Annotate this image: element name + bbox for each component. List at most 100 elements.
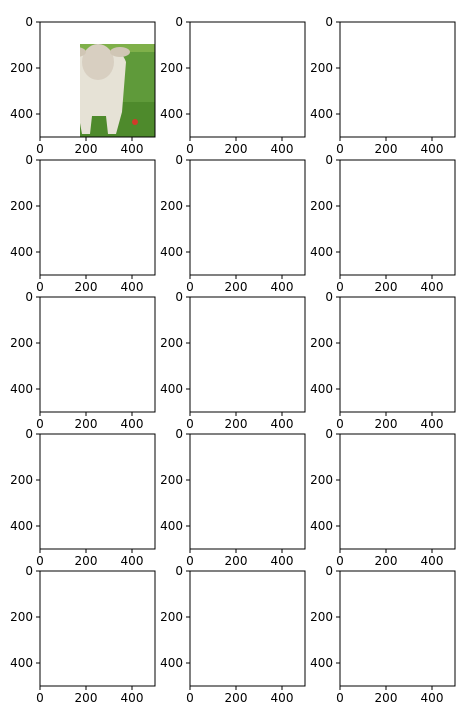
y-tick-label: 0	[25, 153, 33, 167]
y-tick-label: 200	[160, 61, 183, 75]
mask-predicted: 0 200 400 0 200 400	[310, 153, 456, 294]
photo-person-red-hat: 0 200 400 0 200 400	[10, 290, 156, 431]
y-tick-label: 200	[10, 473, 33, 487]
x-tick-label: 400	[271, 417, 294, 431]
x-tick-label: 200	[375, 691, 398, 705]
x-tick-label: 400	[421, 554, 444, 568]
mask-predicted: 0 200 400 0 200 400	[310, 15, 456, 156]
y-tick-label: 200	[10, 61, 33, 75]
x-tick-label: 400	[121, 280, 144, 294]
y-tick-label: 200	[310, 199, 333, 213]
x-tick-label: 200	[225, 554, 248, 568]
x-tick-label: 0	[186, 280, 194, 294]
x-tick-label: 0	[336, 691, 344, 705]
y-tick-label: 400	[10, 245, 33, 259]
x-tick-label: 400	[421, 691, 444, 705]
x-tick-label: 0	[186, 691, 194, 705]
x-tick-label: 0	[186, 554, 194, 568]
x-tick-label: 0	[336, 554, 344, 568]
y-tick-label: 200	[160, 336, 183, 350]
y-tick-label: 200	[160, 610, 183, 624]
y-tick-label: 200	[10, 199, 33, 213]
x-tick-label: 400	[271, 691, 294, 705]
mask-ground-truth: 0 200 400 0 200 400	[160, 427, 306, 568]
y-tick-label: 0	[325, 427, 333, 441]
mask-ground-truth: 0 200 400 0 200 400	[160, 153, 306, 294]
y-tick-label: 400	[160, 245, 183, 259]
x-tick-label: 400	[421, 417, 444, 431]
photo-sea-rocks: 0 200 400 0 200 400	[10, 427, 156, 568]
x-tick-label: 0	[186, 417, 194, 431]
y-tick-label: 0	[175, 153, 183, 167]
y-tick-label: 0	[25, 15, 33, 29]
y-tick-label: 200	[10, 610, 33, 624]
y-tick-label: 200	[160, 473, 183, 487]
y-tick-label: 400	[310, 382, 333, 396]
x-tick-label: 200	[225, 280, 248, 294]
photo-hiker-snow: 0 200 400 0 200 400	[10, 153, 156, 294]
x-tick-label: 200	[375, 417, 398, 431]
y-tick-label: 0	[175, 15, 183, 29]
x-tick-label: 200	[225, 417, 248, 431]
y-tick-label: 0	[175, 290, 183, 304]
y-tick-label: 200	[160, 199, 183, 213]
x-tick-label: 400	[421, 280, 444, 294]
mask-ground-truth: 0 200 400 0 200 400	[160, 290, 306, 431]
y-tick-label: 200	[10, 336, 33, 350]
x-tick-label: 400	[421, 142, 444, 156]
y-tick-label: 0	[175, 427, 183, 441]
y-tick-label: 200	[310, 336, 333, 350]
y-tick-label: 400	[160, 382, 183, 396]
mask-ground-truth: 0 200 400 0 200 400	[160, 564, 306, 705]
y-tick-label: 0	[325, 290, 333, 304]
y-tick-label: 400	[160, 107, 183, 121]
y-tick-label: 400	[310, 245, 333, 259]
y-tick-label: 400	[160, 656, 183, 670]
x-tick-label: 200	[375, 554, 398, 568]
x-tick-label: 400	[271, 142, 294, 156]
x-tick-label: 200	[75, 142, 98, 156]
y-tick-label: 0	[325, 15, 333, 29]
mask-predicted: 0 200 400 0 200 400	[310, 564, 456, 705]
x-tick-label: 200	[75, 691, 98, 705]
x-tick-label: 400	[121, 417, 144, 431]
mask-predicted: 0 200 400 0 200 400	[310, 290, 456, 431]
y-tick-label: 0	[325, 564, 333, 578]
x-tick-label: 200	[75, 554, 98, 568]
y-tick-label: 400	[310, 519, 333, 533]
y-tick-label: 200	[310, 473, 333, 487]
x-tick-label: 0	[36, 280, 44, 294]
x-tick-label: 200	[75, 280, 98, 294]
x-tick-label: 400	[121, 554, 144, 568]
x-tick-label: 0	[36, 691, 44, 705]
y-tick-label: 400	[10, 107, 33, 121]
x-tick-label: 200	[375, 142, 398, 156]
x-tick-label: 400	[271, 280, 294, 294]
x-tick-label: 400	[121, 142, 144, 156]
x-tick-label: 400	[271, 554, 294, 568]
photo-horse-rider: 0 200 400 0 200 400	[10, 564, 156, 705]
x-tick-label: 0	[186, 142, 194, 156]
x-tick-label: 200	[225, 142, 248, 156]
photo-sheep: 0 200 400 0 200 400	[10, 15, 156, 156]
x-tick-label: 200	[375, 280, 398, 294]
y-tick-label: 0	[175, 564, 183, 578]
y-tick-label: 0	[25, 427, 33, 441]
y-tick-label: 400	[310, 656, 333, 670]
y-tick-label: 200	[310, 61, 333, 75]
x-tick-label: 0	[36, 142, 44, 156]
x-tick-label: 200	[75, 417, 98, 431]
y-tick-label: 400	[160, 519, 183, 533]
x-tick-label: 0	[36, 417, 44, 431]
mask-ground-truth: 0 200 400 0 200 400	[160, 15, 306, 156]
y-tick-label: 200	[310, 610, 333, 624]
y-tick-label: 0	[25, 564, 33, 578]
y-tick-label: 400	[10, 656, 33, 670]
x-tick-label: 0	[336, 417, 344, 431]
x-tick-label: 0	[336, 142, 344, 156]
x-tick-label: 0	[36, 554, 44, 568]
y-tick-label: 400	[10, 519, 33, 533]
y-tick-label: 0	[25, 290, 33, 304]
y-tick-label: 400	[310, 107, 333, 121]
